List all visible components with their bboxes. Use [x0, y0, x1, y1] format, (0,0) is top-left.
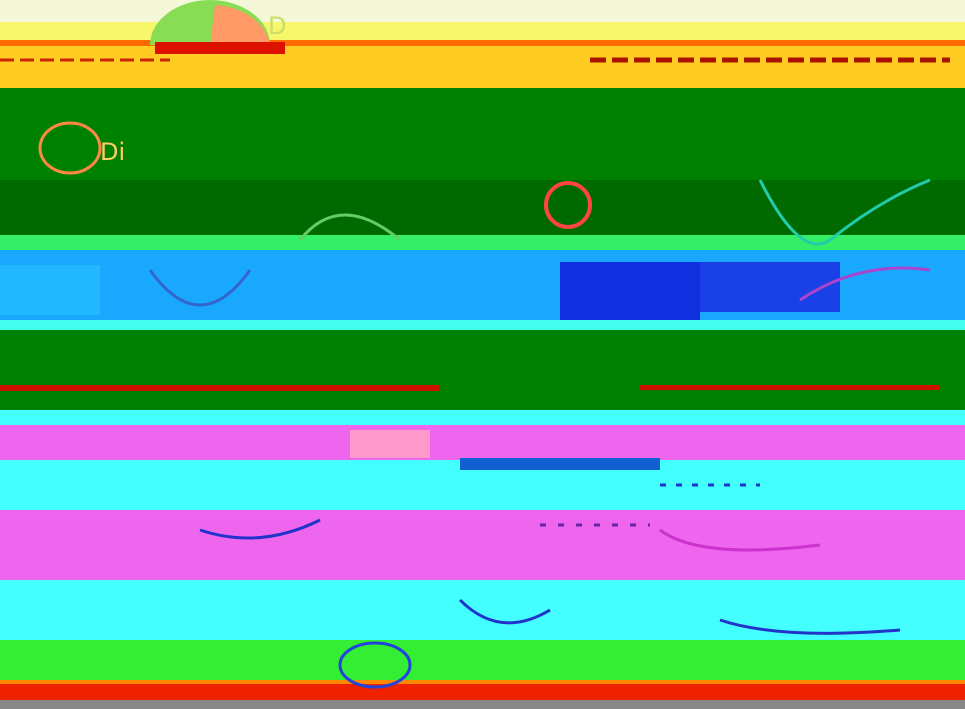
block: [560, 262, 700, 320]
curve: [298, 213, 401, 242]
band: [0, 425, 965, 460]
glyph: [38, 121, 102, 175]
block: [700, 262, 840, 312]
curve: [659, 528, 821, 552]
mark: D: [268, 12, 287, 40]
banner-text: Di: [100, 138, 126, 166]
band: [0, 510, 965, 580]
stripe: [0, 680, 965, 684]
band: [0, 180, 965, 235]
curve: [199, 518, 321, 540]
half-disc-slice: [210, 5, 270, 45]
stripe: [640, 385, 940, 390]
curve: [758, 178, 931, 246]
block: [350, 430, 430, 458]
band: [0, 40, 965, 46]
band: [0, 330, 965, 410]
curve: [148, 269, 252, 307]
glyph: [338, 641, 412, 689]
band: [0, 88, 965, 180]
band: [0, 235, 965, 250]
curve: [458, 598, 551, 625]
block: [0, 265, 100, 315]
curve: [719, 618, 901, 635]
band: [0, 320, 965, 330]
stripe: [0, 385, 440, 391]
band: [0, 682, 965, 700]
glyph: [544, 181, 592, 229]
stripe: [155, 42, 285, 54]
band: [0, 410, 965, 425]
band: [0, 700, 965, 709]
curve: [799, 266, 931, 302]
band: [0, 580, 965, 640]
band: [0, 640, 965, 682]
block: [460, 458, 660, 470]
